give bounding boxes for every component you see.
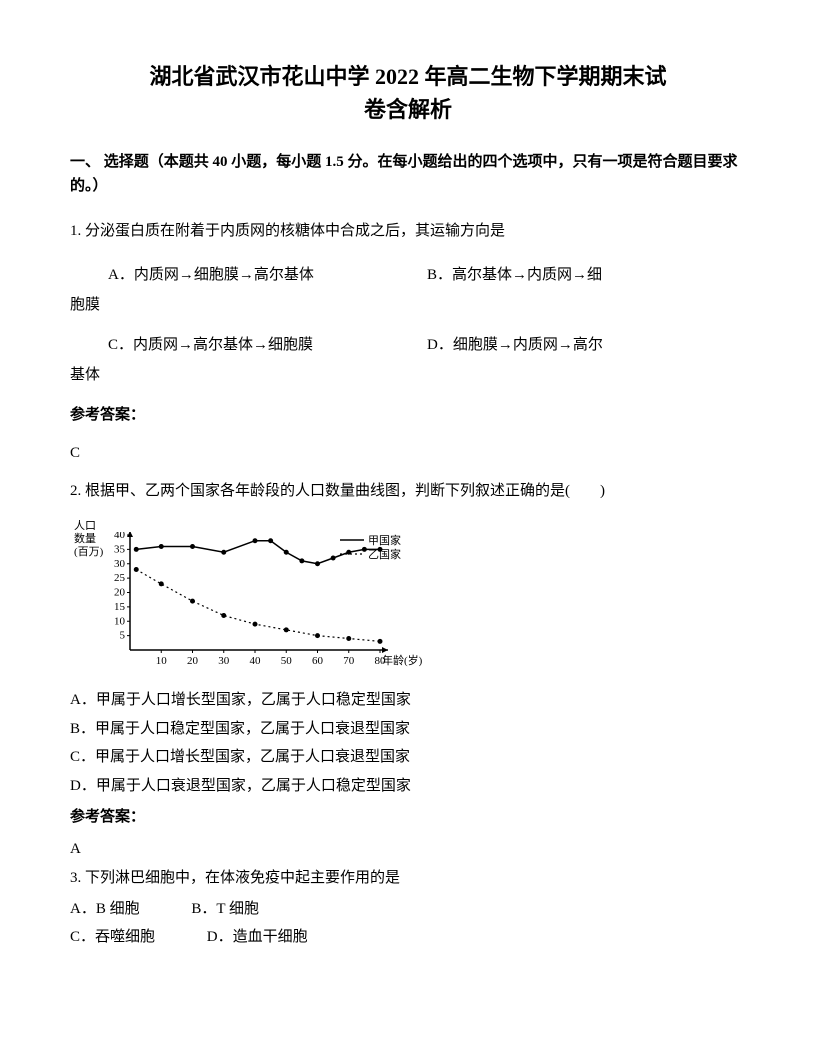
q2-answer-label: 参考答案： — [70, 802, 746, 832]
q1-option-c: C．内质网→高尔基体→细胞膜 — [108, 330, 427, 360]
svg-text:35: 35 — [114, 543, 126, 555]
q3-options-row1: A．B 细胞 B．T 细胞 — [70, 895, 746, 924]
q1-options-row2: C．内质网→高尔基体→细胞膜 D．细胞膜→内质网→高尔 — [70, 330, 746, 360]
q1-option-a: A．内质网→细胞膜→高尔基体 — [108, 260, 427, 290]
svg-text:30: 30 — [114, 558, 126, 570]
svg-text:5: 5 — [120, 630, 126, 642]
chart-y-label: 人口数量(百万) — [74, 520, 103, 560]
q3-stem: 3. 下列淋巴细胞中，在体液免疫中起主要作用的是 — [70, 864, 746, 893]
q1-options-row1: A．内质网→细胞膜→高尔基体 B．高尔基体→内质网→细 — [70, 260, 746, 290]
q2-answer: A — [70, 834, 746, 864]
q1-option-b: B．高尔基体→内质网→细 — [427, 260, 746, 290]
q1-option-d: D．细胞膜→内质网→高尔 — [427, 330, 746, 360]
page-title: 湖北省武汉市花山中学 2022 年高二生物下学期期末试 卷含解析 — [70, 60, 746, 126]
svg-text:10: 10 — [114, 615, 126, 627]
q2-chart: 人口数量(百万) 5101520253035401020304050607080… — [70, 520, 430, 680]
chart-svg: 5101520253035401020304050607080年龄(岁)甲国家乙… — [106, 532, 426, 680]
svg-text:10: 10 — [156, 655, 168, 667]
q3-option-b: B．T 细胞 — [191, 895, 259, 924]
q3-option-a: A．B 细胞 — [70, 895, 140, 924]
svg-text:70: 70 — [343, 655, 355, 667]
svg-text:60: 60 — [312, 655, 324, 667]
svg-text:30: 30 — [218, 655, 230, 667]
section-1-header: 一、 选择题（本题共 40 小题，每小题 1.5 分。在每小题给出的四个选项中，… — [70, 150, 746, 198]
q1-answer: C — [70, 438, 746, 468]
svg-text:15: 15 — [114, 601, 126, 613]
q1-stem: 1. 分泌蛋白质在附着于内质网的核糖体中合成之后，其运输方向是 — [70, 216, 746, 246]
q2-option-d: D．甲属于人口衰退型国家，乙属于人口稳定型国家 — [70, 772, 746, 801]
svg-text:25: 25 — [114, 572, 126, 584]
q2-option-a: A．甲属于人口增长型国家，乙属于人口稳定型国家 — [70, 686, 746, 715]
q3-options-row2: C．吞噬细胞 D．造血干细胞 — [70, 923, 746, 952]
q1-option-b-cont: 胞膜 — [70, 290, 746, 320]
svg-text:40: 40 — [250, 655, 262, 667]
svg-text:20: 20 — [187, 655, 199, 667]
svg-text:乙国家: 乙国家 — [368, 547, 401, 561]
q1-option-d-cont: 基体 — [70, 360, 746, 390]
svg-text:50: 50 — [281, 655, 293, 667]
q2-option-c: C．甲属于人口增长型国家，乙属于人口衰退型国家 — [70, 743, 746, 772]
svg-text:40: 40 — [114, 532, 126, 541]
title-line2: 卷含解析 — [70, 93, 746, 126]
svg-text:甲国家: 甲国家 — [368, 533, 401, 547]
q1-answer-label: 参考答案： — [70, 400, 746, 430]
q3-option-d: D．造血干细胞 — [207, 923, 308, 952]
title-line1: 湖北省武汉市花山中学 2022 年高二生物下学期期末试 — [70, 60, 746, 93]
svg-text:20: 20 — [114, 587, 126, 599]
q3-option-c: C．吞噬细胞 — [70, 923, 155, 952]
svg-text:年龄(岁): 年龄(岁) — [382, 653, 423, 667]
q2-stem: 2. 根据甲、乙两个国家各年龄段的人口数量曲线图，判断下列叙述正确的是( ) — [70, 476, 746, 506]
q2-option-b: B．甲属于人口稳定型国家，乙属于人口衰退型国家 — [70, 715, 746, 744]
